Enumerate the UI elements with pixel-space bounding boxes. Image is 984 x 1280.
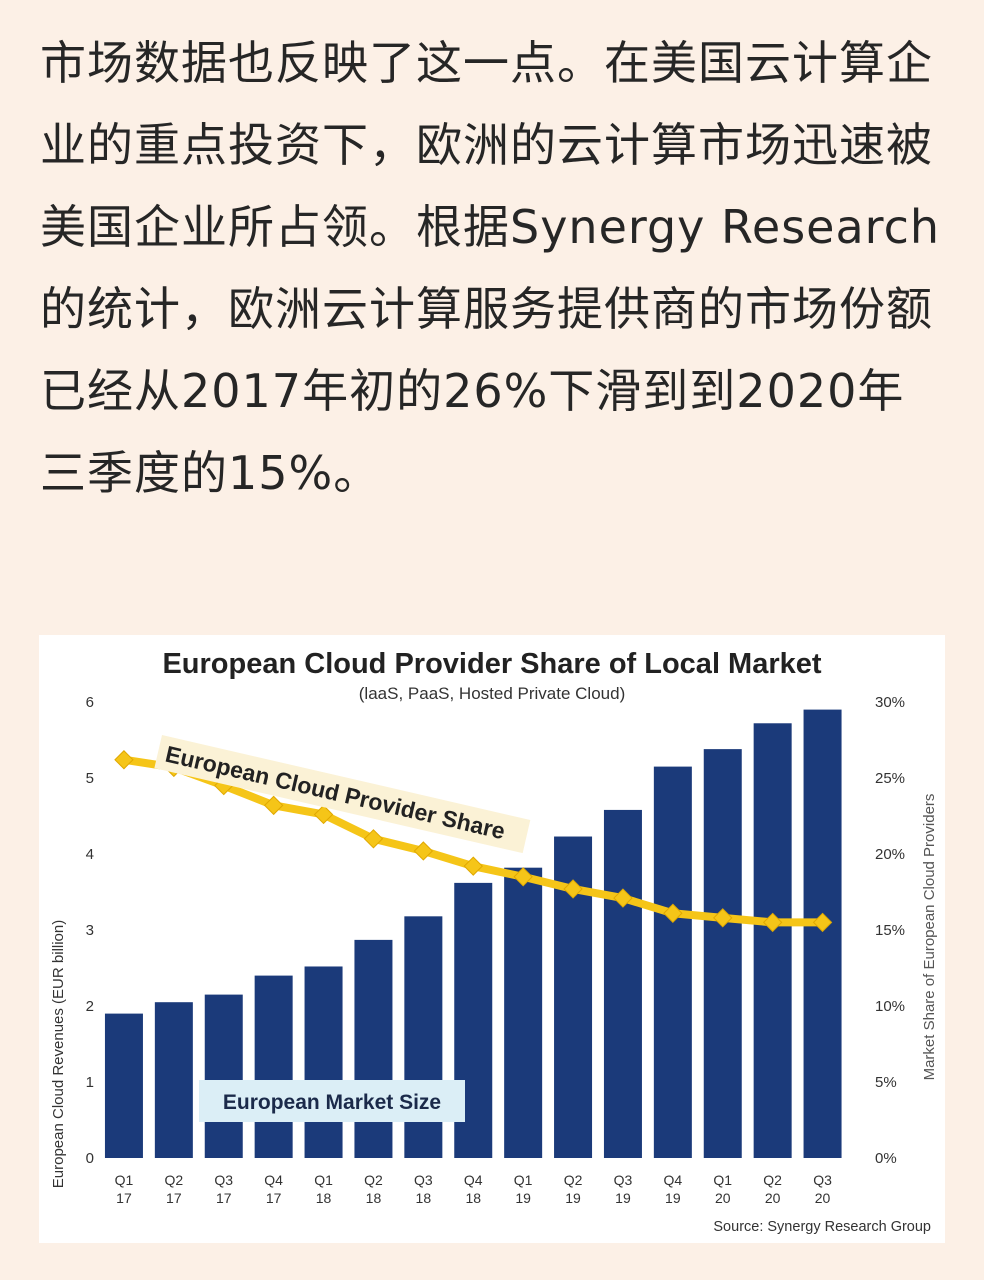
line-point: [263, 795, 284, 816]
line-point: [812, 912, 833, 933]
x-tick-label: Q2: [763, 1172, 782, 1188]
x-tick-label: 17: [116, 1190, 132, 1206]
x-tick-label: 18: [465, 1190, 481, 1206]
bar: [753, 723, 792, 1158]
x-axis-labels: Q1 17 Q2 17 Q3 17 Q4 17 Q1 18 Q2 18 Q3 18 Q4 18 Q1 19 Q2 19…: [115, 1172, 832, 1206]
article-paragraph: 市场数据也反映了这一点。在美国云计算企业的重点投资下，欧洲的云计算市场迅速被美国…: [40, 36, 941, 500]
bar-series-name: European Market Size: [223, 1091, 441, 1114]
y-tick-label: 6: [86, 694, 94, 711]
x-tick-label: Q4: [664, 1172, 683, 1188]
x-tick-label: 19: [515, 1190, 531, 1206]
chart-svg: European Cloud Provider Share of Local M…: [50, 648, 938, 1235]
x-tick-label: 18: [416, 1190, 432, 1206]
bar: [803, 709, 842, 1158]
x-tick-label: 17: [216, 1190, 232, 1206]
bar-series: [104, 709, 842, 1158]
line-point: [663, 903, 683, 923]
x-tick-label: Q3: [813, 1172, 832, 1188]
y-tick-label: 1: [86, 1074, 94, 1091]
left-axis-ticks: 0 1 2 3 4 5 6: [86, 694, 94, 1167]
chart-title: European Cloud Provider Share of Local M…: [162, 648, 821, 680]
line-point: [313, 804, 334, 825]
y-axis-label: European Cloud Revenues (EUR billion): [50, 920, 67, 1188]
y2-tick-label: 0%: [875, 1150, 897, 1167]
y2-tick-label: 20%: [875, 846, 905, 863]
bar: [304, 966, 343, 1158]
x-tick-label: 18: [366, 1190, 382, 1206]
x-tick-label: 19: [665, 1190, 681, 1206]
y2-axis-label: Market Share of European Cloud Providers: [921, 794, 938, 1081]
y2-tick-label: 10%: [875, 998, 905, 1015]
line-point: [613, 888, 633, 908]
line-point: [563, 879, 583, 899]
x-tick-label: Q2: [364, 1172, 383, 1188]
x-tick-label: Q2: [564, 1172, 583, 1188]
bar: [603, 809, 642, 1158]
y2-tick-label: 15%: [875, 922, 905, 939]
x-tick-label: Q1: [514, 1172, 533, 1188]
line-series-name: European Cloud Provider Share: [163, 741, 508, 845]
line-point: [762, 912, 783, 933]
bar-series-label: European Market Size: [199, 1080, 465, 1122]
x-tick-label: 17: [166, 1190, 182, 1206]
y2-tick-label: 30%: [875, 694, 905, 711]
x-tick-label: 20: [815, 1190, 831, 1206]
y2-tick-label: 25%: [875, 770, 905, 787]
x-tick-label: Q1: [314, 1172, 333, 1188]
line-point: [713, 908, 733, 928]
chart-subtitle: (laaS, PaaS, Hosted Private Cloud): [359, 684, 625, 703]
x-tick-label: 20: [715, 1190, 731, 1206]
x-tick-label: 17: [266, 1190, 282, 1206]
x-tick-label: Q2: [165, 1172, 184, 1188]
line-series: [114, 750, 833, 933]
x-tick-label: Q3: [614, 1172, 633, 1188]
bar: [504, 867, 543, 1158]
x-tick-label: 18: [316, 1190, 332, 1206]
y-tick-label: 2: [86, 998, 94, 1015]
label-box: [154, 735, 531, 854]
bar: [354, 939, 393, 1158]
x-tick-label: Q3: [214, 1172, 233, 1188]
y-tick-label: 4: [86, 846, 94, 863]
x-tick-label: Q4: [464, 1172, 483, 1188]
bar: [204, 994, 243, 1158]
bar: [154, 1002, 193, 1158]
line-series-label: European Cloud Provider Share: [154, 735, 531, 854]
bar: [703, 749, 742, 1158]
label-box: [199, 1080, 465, 1122]
line-point: [363, 829, 384, 849]
x-tick-label: Q4: [264, 1172, 283, 1188]
bar: [653, 766, 692, 1158]
source-note: Source: Synergy Research Group: [713, 1219, 931, 1235]
bar: [254, 975, 293, 1158]
x-tick-label: Q3: [414, 1172, 433, 1188]
y-tick-label: 3: [86, 922, 94, 939]
y-tick-label: 0: [86, 1150, 94, 1167]
line-point: [463, 856, 483, 876]
right-axis-ticks: 0% 5% 10% 15% 20% 25% 30%: [875, 694, 905, 1167]
x-tick-label: Q1: [713, 1172, 732, 1188]
line-point: [413, 841, 434, 861]
line-point: [513, 867, 533, 887]
x-tick-label: 20: [765, 1190, 781, 1206]
x-tick-label: 19: [615, 1190, 631, 1206]
y-tick-label: 5: [86, 770, 94, 787]
line-point: [114, 750, 134, 770]
x-tick-label: 19: [565, 1190, 581, 1206]
y2-tick-label: 5%: [875, 1074, 897, 1091]
x-tick-label: Q1: [115, 1172, 134, 1188]
bar: [104, 1013, 143, 1158]
chart-card: European Cloud Provider Share of Local M…: [39, 635, 945, 1243]
